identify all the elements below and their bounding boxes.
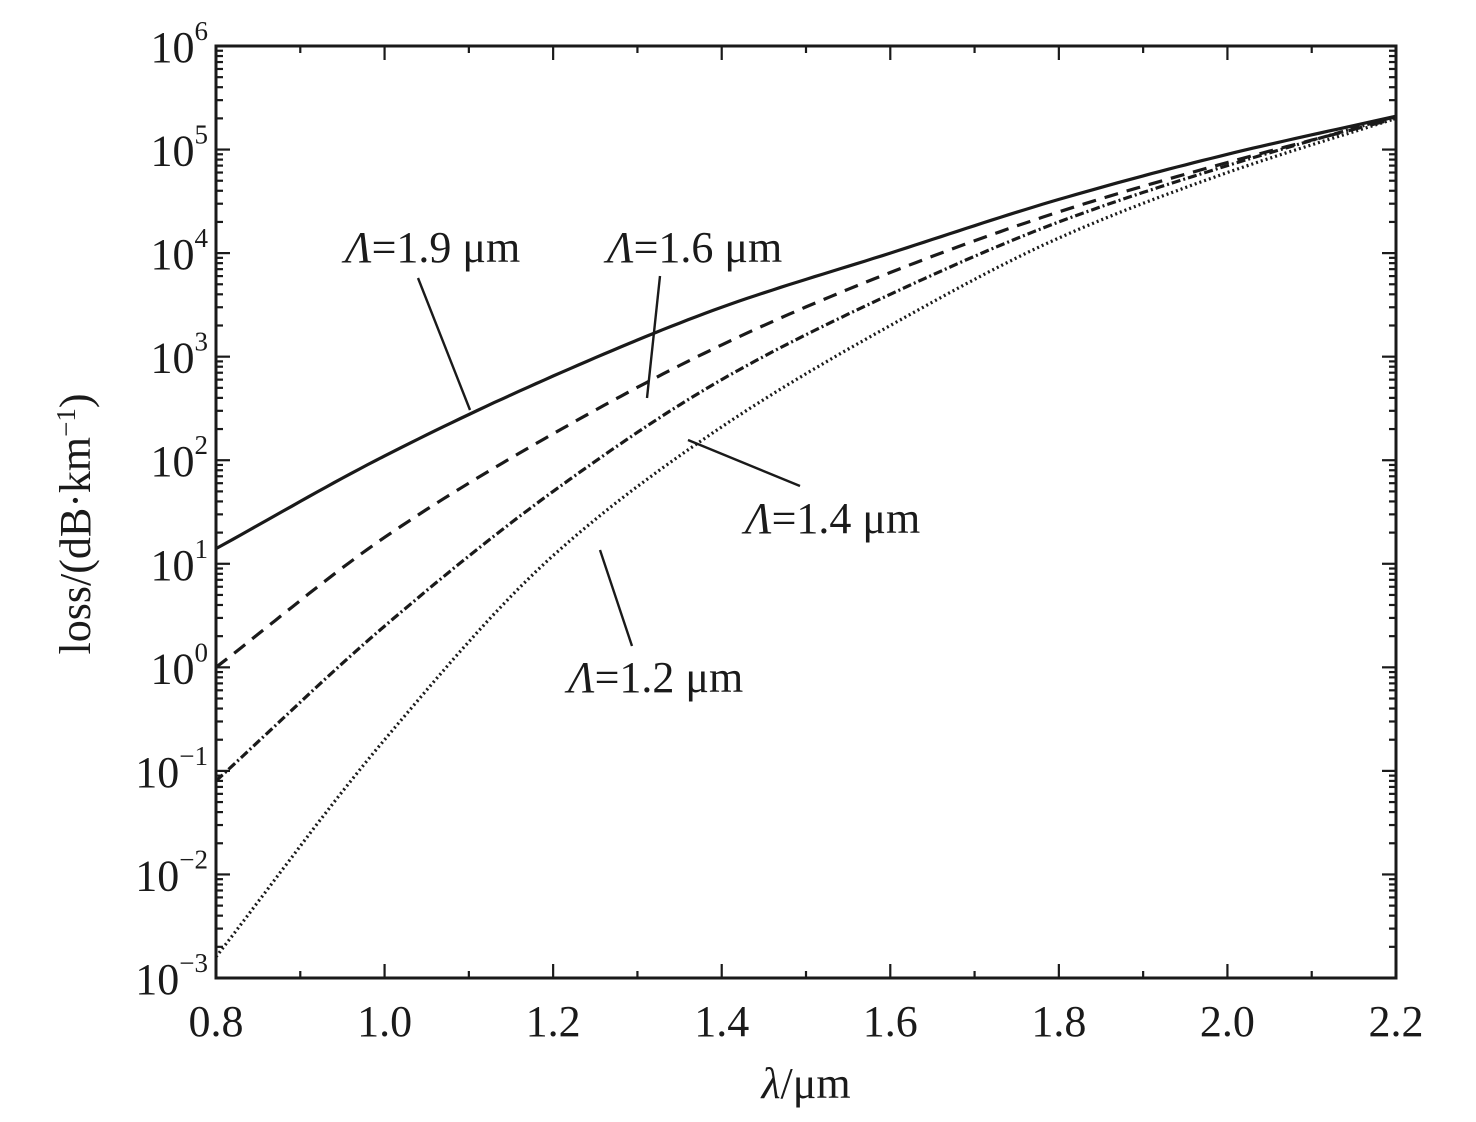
annotation-leaders (416, 275, 801, 647)
x-tick-label: 1.6 (863, 997, 918, 1046)
x-tick-label: 2.2 (1369, 997, 1424, 1046)
x-tick-label: 0.8 (189, 997, 244, 1046)
annotation-lambda-1-2: Λ=1.2 μm (564, 653, 743, 702)
y-tick-label: 10−1 (135, 741, 208, 797)
leader-lambda-1-6 (645, 275, 662, 399)
series-line-L12 (214, 116, 1397, 958)
x-axis-title: λ/μm (759, 1059, 850, 1108)
y-tick-labels: 10−3 10−2 10−1 100 101 102 103 104 105 106 (135, 16, 208, 1004)
annotation-lambda-1-6: Λ=1.6 μm (603, 223, 782, 272)
x-tick-label: 2.0 (1200, 997, 1255, 1046)
x-tick-label: 1.8 (1031, 997, 1086, 1046)
x-tick-label: 1.0 (357, 997, 412, 1046)
x-tick-label: 1.2 (526, 997, 581, 1046)
y-tick-label: 106 (151, 16, 209, 72)
annotation-lambda-1-9: Λ=1.9 μm (341, 223, 520, 272)
series-line-L14 (214, 114, 1397, 783)
y-tick-label: 104 (151, 223, 209, 279)
leader-lambda-1-9 (416, 277, 472, 411)
series-lines (214, 114, 1397, 958)
x-tick-label: 1.4 (694, 997, 749, 1046)
series-line-L16 (215, 116, 1397, 669)
x-tick-labels: 0.8 1.0 1.2 1.4 1.6 1.8 2.0 2.2 (189, 997, 1424, 1046)
y-tick-label: 103 (151, 327, 209, 383)
y-axis-title: loss/(dB·km−1) (51, 394, 100, 655)
y-tick-label: 10−3 (135, 948, 208, 1004)
annotation-lambda-1-4: Λ=1.4 μm (741, 494, 920, 543)
y-tick-label: 101 (151, 534, 209, 590)
leader-lambda-1-4 (687, 438, 801, 488)
leader-lambda-1-2 (598, 549, 634, 647)
plot-frame (214, 44, 1398, 980)
series-line-L19 (215, 114, 1397, 551)
y-tick-label: 105 (151, 120, 209, 176)
y-tick-label: 10−2 (135, 844, 208, 900)
y-tick-label: 102 (151, 430, 209, 486)
y-tick-label: 100 (151, 637, 209, 693)
